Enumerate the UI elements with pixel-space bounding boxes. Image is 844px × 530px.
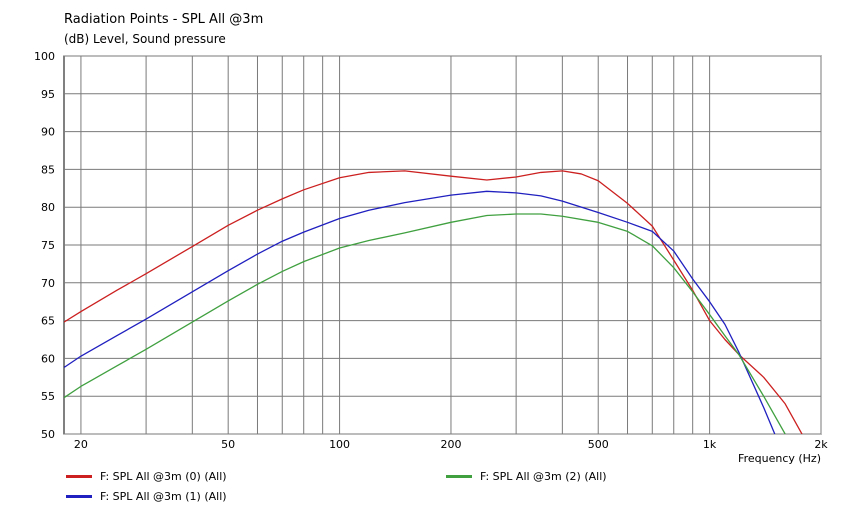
chart-subtitle: (dB) Level, Sound pressure [64,32,226,46]
series-lines [64,170,803,434]
y-tick-label: 70 [41,277,55,290]
y-tick-label: 100 [34,50,55,63]
legend-label: F: SPL All @3m (1) (All) [100,490,227,503]
y-tick-label: 75 [41,239,55,252]
y-tick-label: 90 [41,126,55,139]
x-tick-label: 1k [703,438,717,451]
x-tick-label: 50 [221,438,235,451]
legend-swatch [66,495,92,498]
legend-item-1: F: SPL All @3m (1) (All) [66,490,227,503]
legend-label: F: SPL All @3m (0) (All) [100,470,227,483]
y-tick-label: 85 [41,163,55,176]
y-tick-label: 55 [41,390,55,403]
legend-label: F: SPL All @3m (2) (All) [480,470,607,483]
x-tick-label: 20 [74,438,88,451]
chart-title: Radiation Points - SPL All @3m [64,12,264,27]
y-tick-label: 95 [41,88,55,101]
series-line-1 [64,190,776,434]
legend-swatch [66,475,92,478]
series-line-0 [64,170,803,434]
x-tick-label: 2k [814,438,828,451]
x-tick-label: 500 [588,438,609,451]
x-tick-label: 200 [440,438,461,451]
y-tick-label: 80 [41,201,55,214]
x-axis-label: Frequency (Hz) [738,452,821,465]
legend-item-2: F: SPL All @3m (2) (All) [446,470,607,483]
legend-item-0: F: SPL All @3m (0) (All) [66,470,227,483]
y-tick-label: 60 [41,352,55,365]
x-tick-label: 100 [329,438,350,451]
series-line-2 [64,213,786,434]
legend-swatch [446,475,472,478]
y-tick-label: 65 [41,315,55,328]
y-tick-label: 50 [41,428,55,441]
tick-labels: 50 55 60 65 70 75 80 85 90 95 100 20 50 100 200 500 1k 2k [34,50,828,451]
